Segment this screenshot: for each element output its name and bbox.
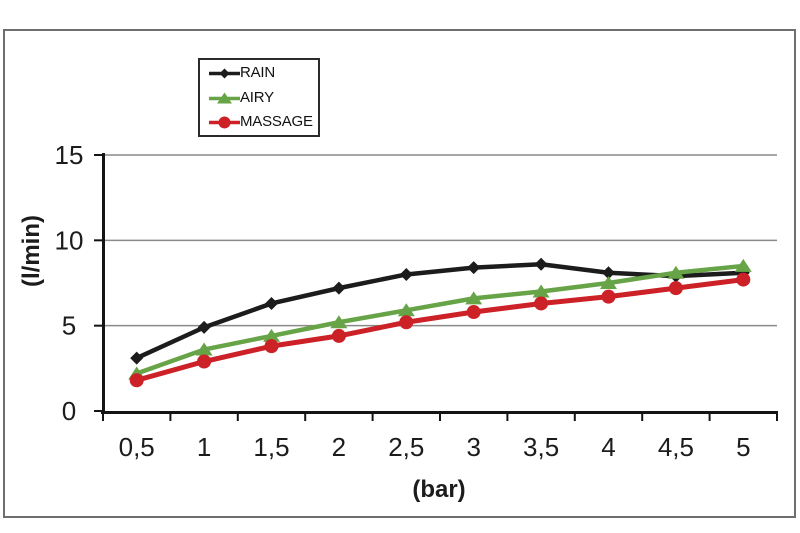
series-marker <box>668 281 683 296</box>
x-tick-label: 1 <box>197 432 211 462</box>
y-tick-label: 10 <box>55 225 84 255</box>
x-axis <box>101 411 778 421</box>
gridlines <box>103 154 777 327</box>
series-marker <box>197 354 212 369</box>
legend-item-massage: MASSAGE <box>209 110 318 134</box>
x-tick-label: 4,5 <box>658 432 694 462</box>
legend-marker-svg <box>209 92 240 103</box>
airy-line-triangle-icon <box>209 90 240 106</box>
series-marker <box>534 257 548 271</box>
series-marker <box>465 291 483 305</box>
series-marker <box>331 328 346 343</box>
massage-line-circle-icon <box>209 114 240 130</box>
x-tick-label: 5 <box>736 432 750 462</box>
series-marker <box>263 328 280 342</box>
legend-marker-svg <box>209 116 240 129</box>
series-marker <box>399 267 413 281</box>
series-line <box>134 277 746 383</box>
y-tick-label: 0 <box>62 396 76 426</box>
y-axis-title: (l/min) <box>18 215 45 287</box>
series-plot <box>128 257 752 388</box>
x-tick-label: 2,5 <box>388 432 424 462</box>
series-marker <box>197 320 211 334</box>
x-tick-label: 0,5 <box>119 432 155 462</box>
series-marker <box>532 284 550 298</box>
x-tick-label: 4 <box>601 432 615 462</box>
series-marker <box>602 266 615 280</box>
series-marker <box>264 339 279 354</box>
legend-marker-svg <box>209 68 240 79</box>
series-marker <box>129 373 144 388</box>
x-tick-label: 3 <box>466 432 480 462</box>
series-marker <box>667 265 685 279</box>
series-marker <box>534 296 549 311</box>
series-marker <box>734 258 752 272</box>
series-marker <box>330 315 348 329</box>
legend-item-rain: RAIN <box>209 61 318 85</box>
x-tick-label: 1,5 <box>253 432 289 462</box>
y-tick-labels: 0 5 10 15 <box>55 140 84 426</box>
legend: RAIN AIRY MASSAGE <box>198 58 320 137</box>
x-tick-label: 2 <box>332 432 346 462</box>
y-tick-label: 15 <box>55 140 84 170</box>
series-marker <box>332 281 346 295</box>
series-massage <box>129 272 751 388</box>
series-airy <box>128 258 752 380</box>
series-line <box>134 263 746 376</box>
legend-label-airy: AIRY <box>240 88 274 106</box>
legend-item-airy: AIRY <box>209 86 318 110</box>
y-tick-label: 5 <box>62 311 76 341</box>
series-marker <box>218 116 231 129</box>
series-marker <box>195 342 213 356</box>
series-marker <box>130 351 144 365</box>
series-marker <box>219 68 230 79</box>
y-axis <box>94 153 105 414</box>
series-marker <box>265 296 278 310</box>
series-marker <box>399 315 414 330</box>
rain-line-diamond-icon <box>209 65 240 81</box>
series-marker <box>397 303 415 317</box>
series-marker <box>467 261 481 275</box>
series-marker <box>466 305 481 320</box>
x-tick-label: 3,5 <box>523 432 559 462</box>
x-tick-labels: 0,5 1 1,5 2 2,5 3 3,5 4 4,5 5 <box>119 432 751 462</box>
series-marker <box>217 92 232 103</box>
x-axis-title: (bar) <box>412 476 466 503</box>
legend-label-rain: RAIN <box>240 63 276 81</box>
series-line <box>134 261 746 361</box>
legend-label-massage: MASSAGE <box>240 113 313 131</box>
series-marker <box>736 272 751 287</box>
series-marker <box>600 276 617 289</box>
series-marker <box>601 289 616 304</box>
